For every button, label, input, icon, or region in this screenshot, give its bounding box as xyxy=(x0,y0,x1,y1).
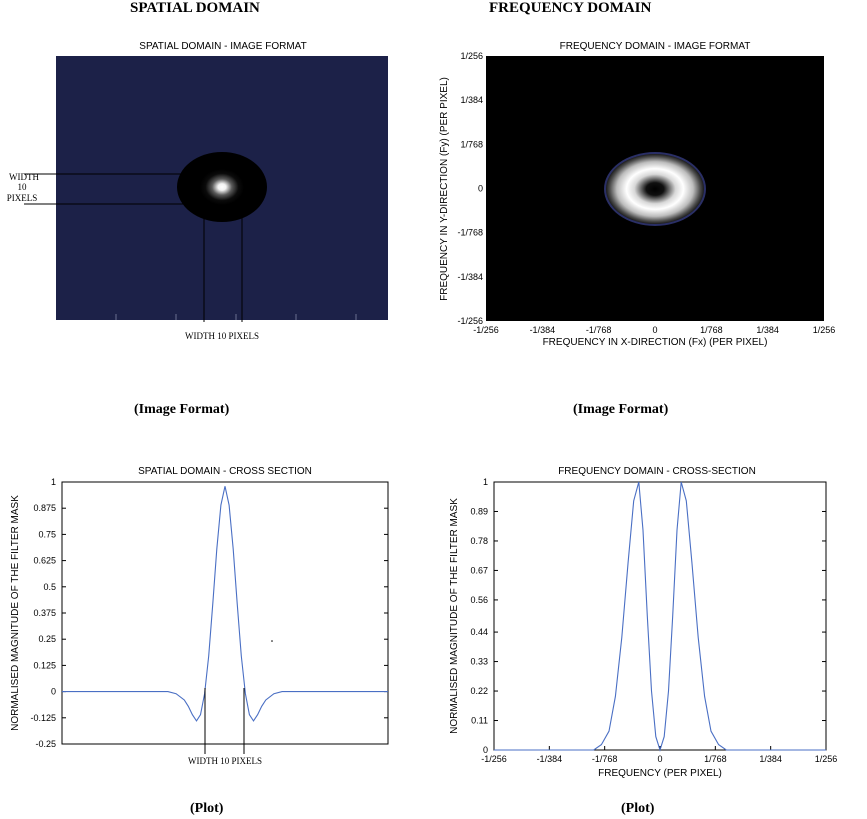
freq-image-ytick-label: 1/256 xyxy=(460,51,483,61)
frequency-cross-section-xlabel: FREQUENCY (PER PIXEL) xyxy=(598,768,722,779)
freq-ytick-label: 0 xyxy=(483,745,488,755)
frequency-image-ylabel: FREQUENCY IN Y-DIRECTION (Fy) (PER PIXEL… xyxy=(439,77,450,301)
freq-xtick-label: 0 xyxy=(657,754,662,764)
freq-image-ytick-label: 0 xyxy=(478,184,483,194)
freq-ytick-label: 0.56 xyxy=(470,595,488,605)
spatial-ytick-label: 0.75 xyxy=(38,529,56,539)
spatial-ytick-label: 0.125 xyxy=(33,660,56,670)
freq-ytick-label: 0.67 xyxy=(470,565,488,575)
spatial-ytick-label: 0.875 xyxy=(33,503,56,513)
spatial-ytick-label: 1 xyxy=(51,477,56,487)
spatial-left-width-line2: 10 xyxy=(18,182,28,192)
spatial-ytick-label: 0.375 xyxy=(33,608,56,618)
freq-xtick-label: -1/384 xyxy=(537,754,563,764)
freq-image-ytick-label: -1/384 xyxy=(457,272,483,282)
spatial-ytick-label: 0.625 xyxy=(33,556,56,566)
frequency-image-title: FREQUENCY DOMAIN - IMAGE FORMAT xyxy=(560,41,751,52)
freq-image-xtick-label: 1/256 xyxy=(813,325,836,335)
spatial-cross-section-ylabel: NORMALISED MAGNITUDE OF THE FILTER MASK xyxy=(10,495,21,731)
spatial-left-width-line3: PIXELS xyxy=(7,193,38,203)
spatial-cross-section-axes xyxy=(61,481,389,745)
spatial-plot-caption: (Plot) xyxy=(190,801,224,816)
freq-ytick-label: 0.44 xyxy=(470,627,488,637)
spatial-image-width-label: WIDTH 10 PIXELS xyxy=(185,331,259,341)
spatial-cross-section-title: SPATIAL DOMAIN - CROSS SECTION xyxy=(138,466,312,477)
spatial-image-panel: SPATIAL DOMAIN - IMAGE FORMAT WIDTH 10 P… xyxy=(7,41,388,341)
spatial-ytick-label: -0.125 xyxy=(30,713,56,723)
spatial-domain-heading: SPATIAL DOMAIN xyxy=(130,0,260,16)
spatial-ytick-label: 0.25 xyxy=(38,634,56,644)
spatial-bright-centre xyxy=(200,169,244,205)
spatial-plot-width-label: WIDTH 10 PIXELS xyxy=(188,756,262,766)
frequency-plot-caption: (Plot) xyxy=(621,801,655,816)
freq-ytick-label: 0.22 xyxy=(470,686,488,696)
freq-xtick-label: 1/256 xyxy=(815,754,838,764)
freq-image-ytick-label: 1/384 xyxy=(460,95,483,105)
freq-image-xtick-label: -1/256 xyxy=(473,325,499,335)
frequency-cross-section-curve xyxy=(494,481,826,752)
freq-image-ytick-label: 1/768 xyxy=(460,139,483,149)
frequency-domain-heading: FREQUENCY DOMAIN xyxy=(489,0,652,16)
frequency-ring xyxy=(606,154,704,224)
spatial-ytick-label: 0 xyxy=(51,687,56,697)
freq-image-xtick-label: -1/768 xyxy=(586,325,612,335)
spatial-image-caption: (Image Format) xyxy=(134,402,230,417)
frequency-cross-section-title: FREQUENCY DOMAIN - CROSS-SECTION xyxy=(558,466,756,477)
freq-image-xtick-label: 1/384 xyxy=(756,325,779,335)
spatial-cross-section-curve xyxy=(62,486,388,722)
freq-xtick-label: -1/768 xyxy=(592,754,618,764)
spatial-ytick-label: 0.5 xyxy=(43,582,56,592)
freq-ytick-label: 0.11 xyxy=(471,716,488,726)
freq-image-xtick-label: 1/768 xyxy=(700,325,723,335)
spatial-left-width-line1: WIDTH xyxy=(9,172,39,182)
frequency-image-xlabel: FREQUENCY IN X-DIRECTION (Fx) (PER PIXEL… xyxy=(543,337,768,348)
freq-ytick-label: 1 xyxy=(483,477,488,487)
frequency-cross-section-axes xyxy=(493,481,827,751)
freq-image-ytick-label: -1/256 xyxy=(457,316,483,326)
freq-ytick-label: 0.78 xyxy=(470,536,488,546)
frequency-cross-section-ylabel: NORMALISED MAGNITUDE OF THE FILTER MASK xyxy=(449,498,460,734)
freq-image-xtick-label: -1/384 xyxy=(530,325,556,335)
spatial-cross-section-panel: SPATIAL DOMAIN - CROSS SECTION 1 0.875 0.7… xyxy=(10,466,389,766)
freq-ytick-label: 0.89 xyxy=(470,506,488,516)
freq-xtick-label: 1/384 xyxy=(759,754,782,764)
freq-xtick-label: -1/256 xyxy=(481,754,507,764)
freq-xtick-label: 1/768 xyxy=(704,754,727,764)
freq-image-xtick-label: 0 xyxy=(652,325,657,335)
frequency-image-panel: FREQUENCY DOMAIN - IMAGE FORMAT -1/256 -1… xyxy=(439,41,835,348)
freq-image-ytick-label: -1/768 xyxy=(457,228,483,238)
frequency-image-caption: (Image Format) xyxy=(573,402,669,417)
freq-ytick-label: 0.33 xyxy=(470,657,488,667)
spatial-ytick-label: -0.25 xyxy=(35,739,56,749)
frequency-cross-section-panel: FREQUENCY DOMAIN - CROSS-SECTION 1 0.89 0.… xyxy=(449,466,837,779)
spatial-image-title: SPATIAL DOMAIN - IMAGE FORMAT xyxy=(139,41,306,52)
